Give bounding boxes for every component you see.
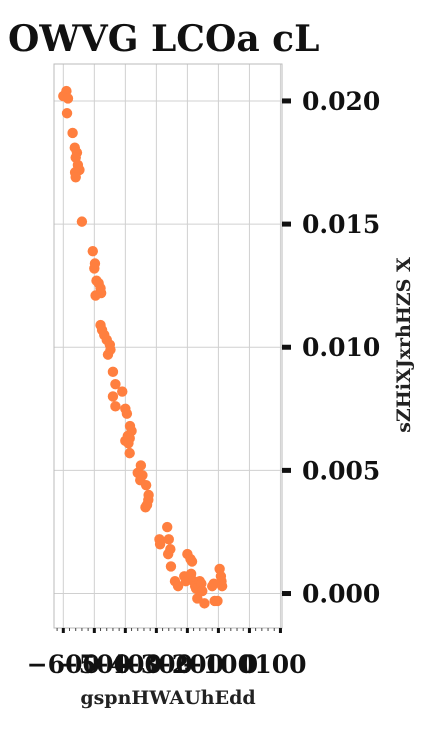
x-axis-label: gspnHWAUhEdd [80, 687, 256, 709]
data-point [154, 539, 166, 550]
data-point [62, 93, 74, 104]
data-point [186, 556, 198, 567]
data-point [61, 108, 73, 119]
y-axis-label: sZHiXJxrhHZS X [393, 257, 415, 433]
data-point [107, 366, 119, 378]
x-tick-label: −200 [151, 650, 224, 679]
y-tick-label: 0.010 [302, 333, 380, 362]
chart-title: OWVG LCOa cL [8, 18, 320, 60]
x-tick-label: 100 [254, 650, 306, 679]
data-point [172, 580, 184, 592]
data-point [110, 401, 121, 412]
data-point [87, 245, 98, 257]
data-point [140, 479, 152, 491]
grid-layer [54, 64, 282, 628]
x-tick-label: −300 [120, 650, 193, 679]
data-point [76, 216, 88, 227]
data-point [165, 561, 177, 572]
x-tick-label: 0 [241, 650, 258, 679]
y-axis: 0.000 0.005 0.010 0.015 0.020 [282, 87, 380, 609]
data-point [124, 447, 135, 459]
data-point [121, 408, 133, 419]
y-tick-label: 0.000 [302, 580, 380, 609]
data-point [117, 386, 128, 397]
data-point [141, 499, 153, 511]
data-point [180, 576, 192, 587]
data-point [107, 391, 119, 402]
x-tick-label: −400 [89, 650, 162, 679]
y-tick-label: 0.020 [302, 87, 380, 116]
data-point [199, 598, 210, 609]
y-tick-label: 0.015 [302, 210, 380, 239]
x-tick-label: −100 [182, 650, 255, 679]
data-point [216, 580, 228, 592]
points-layer [58, 85, 228, 609]
data-point [197, 585, 208, 597]
data-point [89, 263, 100, 274]
data-point [163, 534, 174, 545]
data-point [135, 460, 147, 471]
data-point [67, 127, 78, 139]
x-tick-label: −500 [58, 650, 131, 679]
data-point [212, 595, 223, 607]
data-point [70, 172, 81, 183]
x-tick-label: −600 [27, 650, 100, 679]
data-point [162, 521, 173, 533]
data-point [90, 290, 101, 301]
data-point [162, 548, 174, 560]
y-tick-label: 0.005 [302, 456, 380, 485]
data-point [123, 438, 134, 449]
data-point [102, 349, 114, 360]
data-point [110, 378, 121, 390]
